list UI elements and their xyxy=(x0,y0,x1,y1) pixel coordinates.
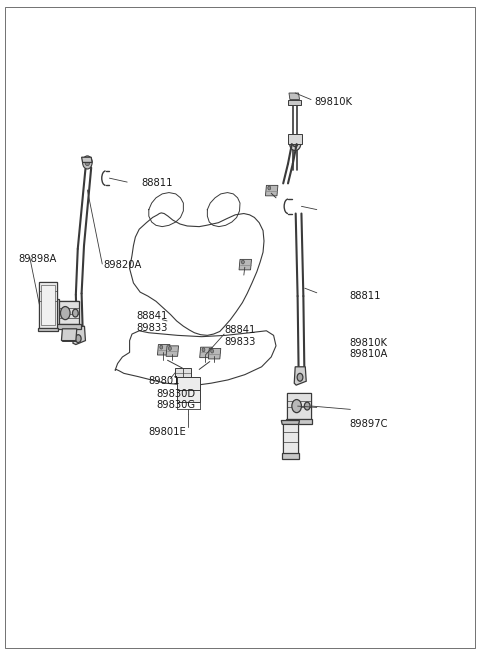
Bar xyxy=(287,393,311,419)
Text: 89897C: 89897C xyxy=(349,419,388,430)
Circle shape xyxy=(72,309,78,317)
Polygon shape xyxy=(208,348,221,359)
Text: 88811: 88811 xyxy=(142,178,173,189)
Bar xyxy=(283,422,298,455)
Polygon shape xyxy=(166,346,179,356)
Text: 89801E: 89801E xyxy=(149,427,187,438)
Bar xyxy=(175,368,191,377)
Polygon shape xyxy=(288,100,301,105)
Polygon shape xyxy=(73,326,85,345)
Circle shape xyxy=(268,186,271,190)
Text: 89801: 89801 xyxy=(149,376,180,386)
Circle shape xyxy=(241,260,244,264)
Circle shape xyxy=(85,159,90,166)
Polygon shape xyxy=(239,259,252,270)
Bar xyxy=(177,377,200,390)
Text: 89820A: 89820A xyxy=(103,260,142,271)
Polygon shape xyxy=(200,347,212,358)
Text: 89898A: 89898A xyxy=(18,253,57,264)
Polygon shape xyxy=(38,328,58,331)
Polygon shape xyxy=(289,93,300,100)
Circle shape xyxy=(83,156,92,169)
Circle shape xyxy=(160,345,163,349)
Polygon shape xyxy=(41,285,55,325)
Circle shape xyxy=(202,348,205,352)
Text: 89810K
89810A: 89810K 89810A xyxy=(349,338,388,359)
Circle shape xyxy=(289,135,301,151)
Circle shape xyxy=(304,402,310,410)
Polygon shape xyxy=(57,301,79,324)
Circle shape xyxy=(211,349,214,353)
Polygon shape xyxy=(287,393,311,419)
Text: 89830D
89830G: 89830D 89830G xyxy=(156,389,195,410)
Polygon shape xyxy=(265,185,278,196)
Polygon shape xyxy=(39,282,57,328)
Polygon shape xyxy=(53,299,59,326)
Bar xyxy=(39,282,57,328)
Polygon shape xyxy=(288,134,302,144)
Circle shape xyxy=(292,139,298,147)
Polygon shape xyxy=(294,367,306,385)
Bar xyxy=(177,390,200,402)
Text: 89810K: 89810K xyxy=(314,96,352,107)
Circle shape xyxy=(60,307,70,320)
Circle shape xyxy=(292,400,301,413)
Polygon shape xyxy=(283,422,298,455)
Polygon shape xyxy=(157,345,170,355)
Circle shape xyxy=(297,373,303,381)
Circle shape xyxy=(168,346,171,350)
Text: 88811: 88811 xyxy=(349,291,381,301)
Polygon shape xyxy=(55,324,81,329)
Bar xyxy=(57,301,79,324)
Polygon shape xyxy=(286,419,312,424)
Polygon shape xyxy=(61,329,77,341)
Polygon shape xyxy=(281,421,300,424)
Circle shape xyxy=(75,335,81,343)
Text: 88841
89833: 88841 89833 xyxy=(225,326,256,346)
Polygon shape xyxy=(82,157,92,162)
Polygon shape xyxy=(282,453,299,458)
Text: 88841
89833: 88841 89833 xyxy=(137,312,168,333)
